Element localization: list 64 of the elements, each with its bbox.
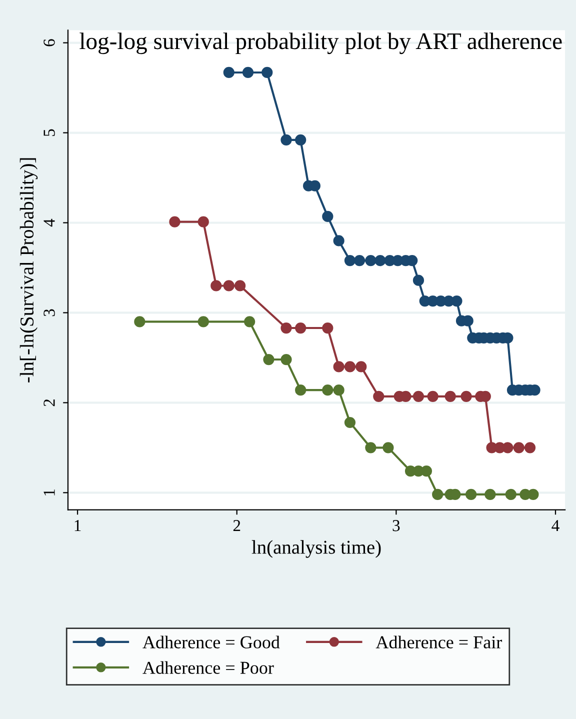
point (322, 322, 334, 334)
point (373, 390, 384, 402)
legend-label: Adherence = Good (142, 636, 280, 648)
point (427, 390, 438, 402)
point (280, 322, 292, 334)
point (333, 384, 344, 396)
point (528, 488, 539, 500)
point (466, 488, 477, 500)
point (322, 384, 334, 396)
point (354, 254, 366, 266)
point (244, 316, 256, 328)
x-tick-label: 1 (74, 520, 81, 532)
point (513, 442, 524, 454)
point (169, 216, 180, 228)
point (333, 361, 344, 372)
point (484, 488, 496, 500)
point (295, 384, 306, 396)
point (344, 416, 356, 428)
point (344, 361, 356, 372)
y-axis-title: -ln[-ln(Survival Probability)] (20, 158, 38, 382)
point (262, 66, 273, 78)
point (502, 442, 514, 454)
point (365, 442, 376, 454)
point (412, 390, 424, 402)
point (460, 390, 472, 402)
point (444, 390, 456, 402)
point (505, 488, 516, 500)
point (263, 354, 274, 366)
x-tick-label: 4 (552, 520, 560, 532)
point (210, 280, 222, 292)
point (412, 274, 424, 286)
point (198, 216, 209, 228)
point (198, 316, 209, 328)
point (134, 316, 146, 328)
point (280, 134, 292, 146)
y-tick-label: 6 (44, 39, 55, 46)
y-tick-label: 1 (44, 490, 55, 496)
point (234, 280, 246, 292)
point (295, 134, 306, 146)
x-tick-label: 3 (392, 520, 400, 532)
point (223, 280, 234, 292)
x-axis-title: ln(analysis time) (252, 540, 381, 558)
point (295, 322, 306, 334)
point (223, 66, 234, 78)
legend-label: Adherence = Poor (142, 661, 274, 674)
point (344, 254, 356, 266)
y-tick-label: 4 (44, 218, 55, 227)
x-tick-label: 2 (233, 520, 240, 532)
y-tick-label: 5 (44, 129, 55, 136)
point (382, 442, 394, 454)
legend-label: Adherence = Fair (376, 636, 502, 648)
point (322, 210, 334, 222)
point (524, 442, 536, 454)
y-tick-label: 3 (44, 309, 55, 316)
point (432, 488, 444, 500)
chart-title: log-log survival probability plot by ART adherence (80, 32, 562, 54)
y-tick-label: 2 (44, 399, 55, 406)
point (365, 254, 376, 266)
point (356, 361, 367, 372)
point (374, 254, 386, 266)
point (451, 295, 462, 307)
point (280, 354, 292, 366)
point (333, 235, 344, 246)
point (242, 66, 254, 78)
